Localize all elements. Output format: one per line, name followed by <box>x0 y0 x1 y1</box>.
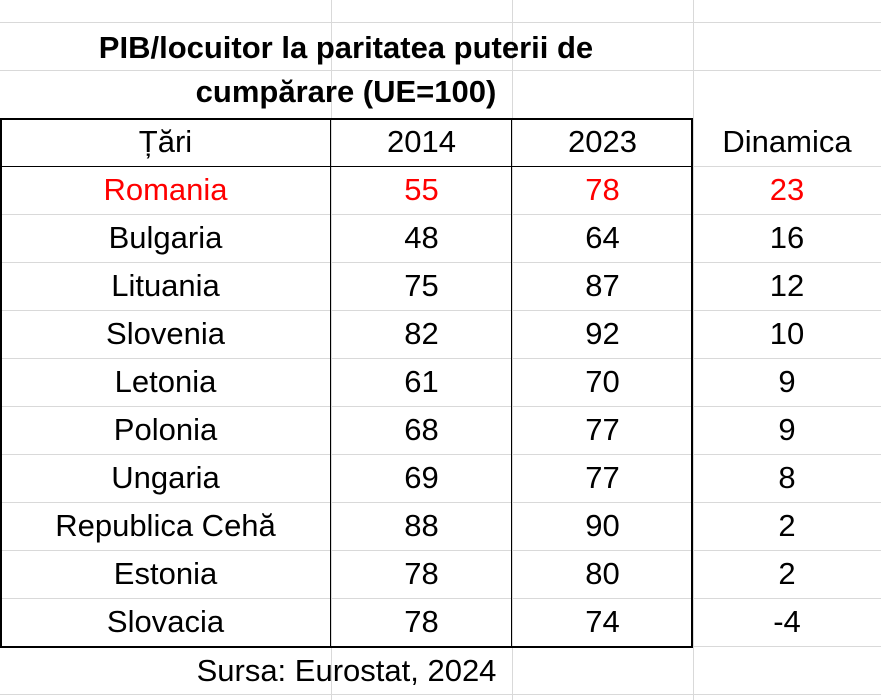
value-2014-cell[interactable]: 78 <box>404 556 439 591</box>
header-row: Țări 2014 2023 Dinamica <box>0 118 881 166</box>
value-2023-cell[interactable]: 77 <box>585 460 620 495</box>
country-cell[interactable]: Romania <box>103 172 228 207</box>
value-2014-cell[interactable]: 61 <box>404 364 439 399</box>
dinamica-cell[interactable]: 12 <box>769 268 805 303</box>
value-2023-cell[interactable]: 77 <box>585 412 620 447</box>
dinamica-cell[interactable]: 2 <box>778 556 796 591</box>
value-2014-cell[interactable]: 82 <box>404 316 439 351</box>
dinamica-cell[interactable]: -4 <box>773 604 801 639</box>
table-row: Ungaria 69 77 8 <box>0 454 881 502</box>
value-2014-cell[interactable]: 68 <box>404 412 439 447</box>
value-2014-cell[interactable]: 78 <box>404 604 439 639</box>
header-cell-country[interactable]: Țări <box>138 124 193 159</box>
country-cell[interactable]: Slovacia <box>106 604 225 639</box>
table-row: Slovacia 78 74 -4 <box>0 598 881 646</box>
country-cell[interactable]: Estonia <box>113 556 218 591</box>
value-2014-cell[interactable]: 55 <box>404 172 439 207</box>
table-row: Lituania 75 87 12 <box>0 262 881 310</box>
source-note: Sursa: Eurostat, 2024 <box>196 653 497 688</box>
value-2023-cell[interactable]: 80 <box>585 556 620 591</box>
dinamica-cell[interactable]: 16 <box>769 220 805 255</box>
country-cell[interactable]: Bulgaria <box>108 220 223 255</box>
header-cell-2014[interactable]: 2014 <box>387 124 456 159</box>
dinamica-cell[interactable]: 8 <box>778 460 796 495</box>
country-cell[interactable]: Republica Cehă <box>55 508 276 543</box>
dinamica-cell[interactable]: 23 <box>769 172 805 207</box>
value-2023-cell[interactable]: 92 <box>585 316 620 351</box>
value-2023-cell[interactable]: 64 <box>585 220 620 255</box>
table-row: Republica Cehă 88 90 2 <box>0 502 881 550</box>
country-cell[interactable]: Lituania <box>111 268 220 303</box>
title-line-2: cumpărare (UE=100) <box>195 74 497 109</box>
title-line-1: PIB/locuitor la paritatea puterii de <box>98 30 594 65</box>
country-cell[interactable]: Letonia <box>114 364 217 399</box>
table-title: PIB/locuitor la paritatea puterii de cum… <box>0 26 692 114</box>
header-cell-dinamica[interactable]: Dinamica <box>722 124 852 159</box>
table-row: Romania 55 78 23 <box>0 166 881 214</box>
value-2014-cell[interactable]: 48 <box>404 220 439 255</box>
country-cell[interactable]: Ungaria <box>111 460 220 495</box>
country-cell[interactable]: Polonia <box>113 412 218 447</box>
dinamica-cell[interactable]: 10 <box>769 316 805 351</box>
value-2023-cell[interactable]: 70 <box>585 364 620 399</box>
header-cell-2023[interactable]: 2023 <box>568 124 637 159</box>
table-row: Letonia 61 70 9 <box>0 358 881 406</box>
value-2014-cell[interactable]: 75 <box>404 268 439 303</box>
table-row: Bulgaria 48 64 16 <box>0 214 881 262</box>
value-2014-cell[interactable]: 88 <box>404 508 439 543</box>
table-row: Polonia 68 77 9 <box>0 406 881 454</box>
value-2023-cell[interactable]: 87 <box>585 268 620 303</box>
data-table: Țări 2014 2023 Dinamica Romania 55 78 23 Bul… <box>0 118 881 646</box>
value-2023-cell[interactable]: 90 <box>585 508 620 543</box>
value-2023-cell[interactable]: 74 <box>585 604 620 639</box>
table-row: Estonia 78 80 2 <box>0 550 881 598</box>
dinamica-cell[interactable]: 2 <box>778 508 796 543</box>
table-row: Slovenia 82 92 10 <box>0 310 881 358</box>
dinamica-cell[interactable]: 9 <box>778 412 796 447</box>
country-cell[interactable]: Slovenia <box>106 316 225 351</box>
value-2023-cell[interactable]: 78 <box>585 172 620 207</box>
dinamica-cell[interactable]: 9 <box>778 364 796 399</box>
value-2014-cell[interactable]: 69 <box>404 460 439 495</box>
